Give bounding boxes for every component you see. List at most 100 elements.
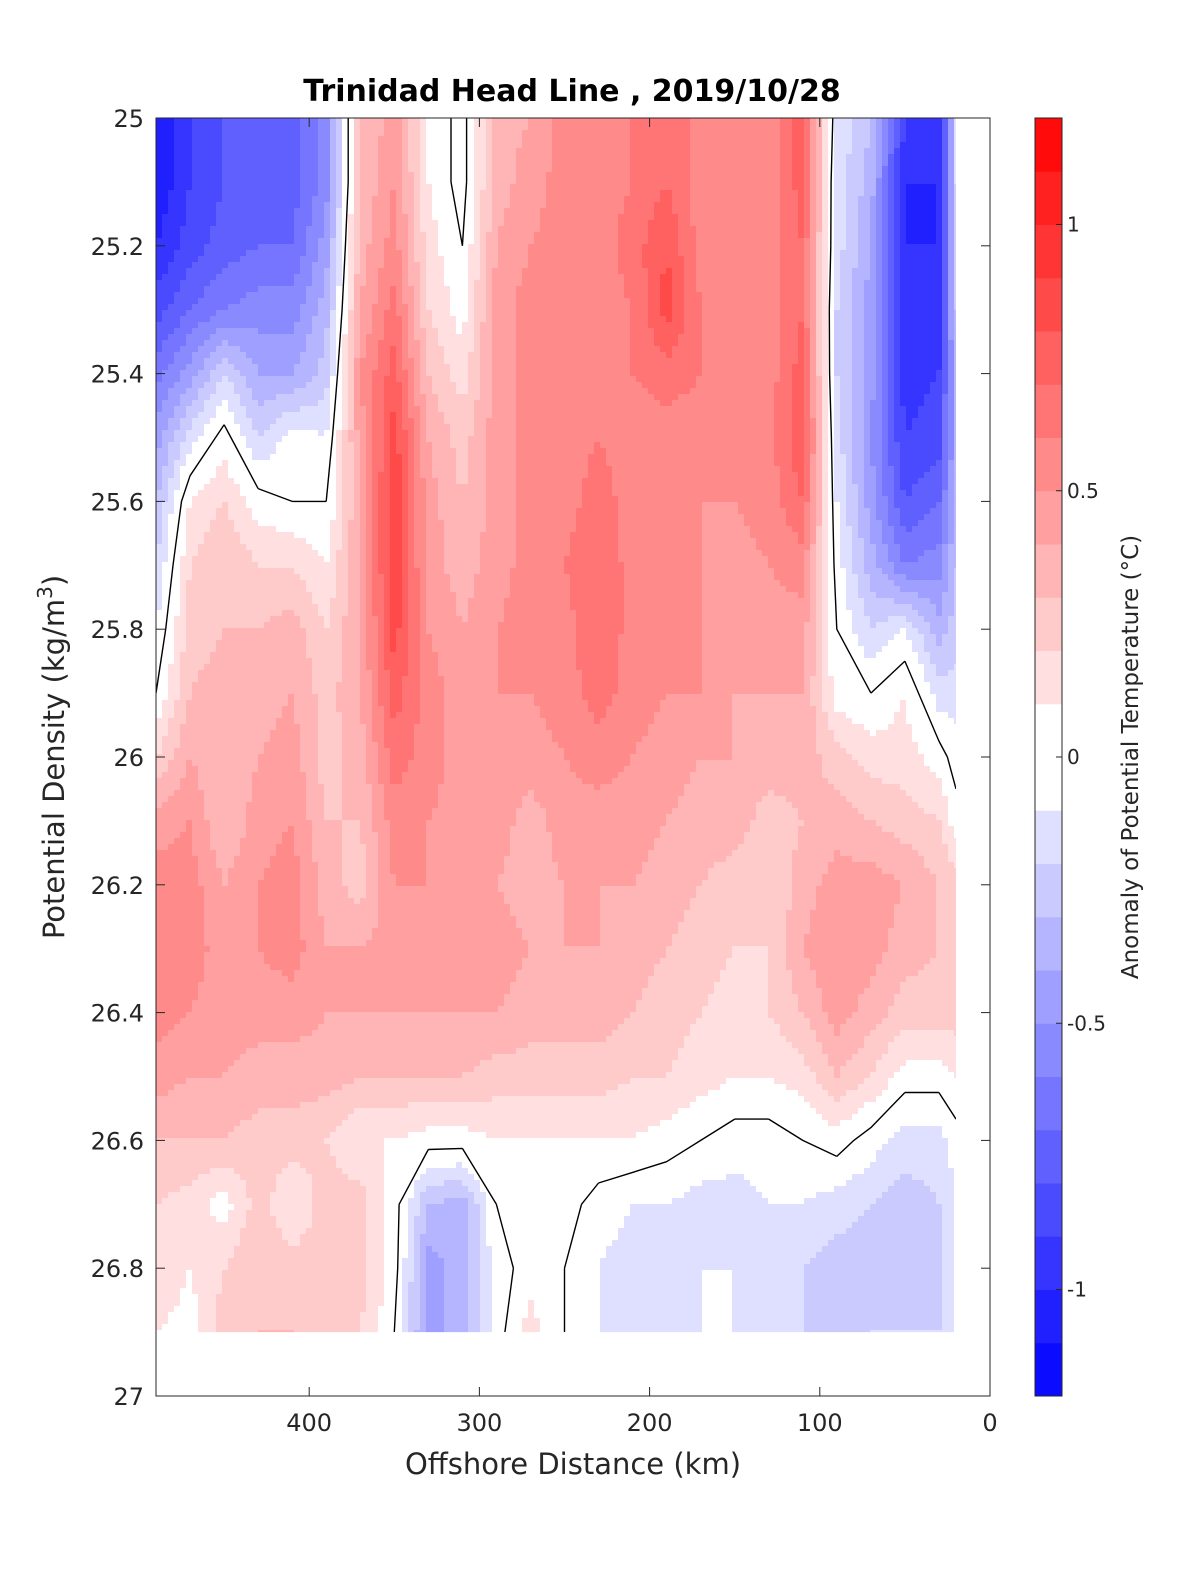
heatmap-cell [954, 262, 956, 269]
heatmap-cell [264, 118, 271, 125]
heatmap-cell [186, 304, 193, 311]
heatmap-cell [174, 328, 181, 335]
heatmap-cell [210, 226, 217, 233]
heatmap-cell [780, 262, 787, 269]
heatmap-cell [522, 262, 529, 269]
heatmap-cell [582, 292, 589, 299]
heatmap-cell [696, 274, 703, 281]
heatmap-cell [276, 202, 283, 209]
heatmap-cell [618, 286, 625, 293]
heatmap-cell [648, 232, 655, 239]
heatmap-cell [360, 172, 367, 179]
heatmap-cell [774, 316, 781, 323]
heatmap-cell [672, 196, 679, 203]
heatmap-cell [474, 154, 481, 161]
heatmap-cell [390, 310, 397, 317]
heatmap-cell [696, 256, 703, 263]
heatmap-cell [228, 124, 235, 131]
heatmap-cell [306, 202, 313, 209]
heatmap-cell [630, 178, 637, 185]
heatmap-cell [936, 136, 943, 143]
heatmap-cell [360, 202, 367, 209]
heatmap-cell [786, 136, 793, 143]
heatmap-cell [768, 286, 775, 293]
heatmap-cell [930, 184, 937, 191]
heatmap-cell [954, 214, 956, 221]
heatmap-cell [222, 322, 229, 329]
heatmap-cell [624, 292, 631, 299]
heatmap-cell [900, 208, 907, 215]
heatmap-cell [198, 178, 205, 185]
heatmap-cell [330, 250, 337, 257]
heatmap-cell [276, 196, 283, 203]
heatmap-cell [330, 334, 337, 341]
heatmap-cell [378, 328, 385, 335]
heatmap-cell [744, 142, 751, 149]
heatmap-cell [912, 322, 919, 329]
heatmap-cell [408, 160, 415, 167]
heatmap-cell [234, 202, 241, 209]
heatmap-cell [522, 118, 529, 125]
heatmap-cell [690, 334, 697, 341]
heatmap-cell [708, 238, 715, 245]
heatmap-cell [474, 184, 481, 191]
heatmap-cell [204, 340, 211, 347]
heatmap-cell [300, 310, 307, 317]
heatmap-cell [834, 118, 841, 125]
heatmap-cell [492, 244, 499, 251]
heatmap-cell [588, 208, 595, 215]
heatmap-cell [282, 184, 289, 191]
heatmap-cell [558, 160, 565, 167]
heatmap-cell [708, 268, 715, 275]
heatmap-cell [216, 196, 223, 203]
heatmap-cell [468, 202, 475, 209]
heatmap-cell [654, 334, 661, 341]
heatmap-cell [822, 316, 829, 323]
heatmap-cell [366, 118, 373, 125]
heatmap-cell [354, 214, 361, 221]
heatmap-cell [318, 172, 325, 179]
heatmap-cell [852, 268, 859, 275]
heatmap-cell [438, 292, 445, 299]
heatmap-cell [480, 250, 487, 257]
heatmap-cell [732, 238, 739, 245]
heatmap-cell [822, 166, 829, 173]
heatmap-cell [198, 172, 205, 179]
heatmap-cell [474, 220, 481, 227]
heatmap-cell [288, 184, 295, 191]
heatmap-cell [330, 226, 337, 233]
heatmap-cell [942, 208, 949, 215]
heatmap-cell [942, 280, 949, 287]
heatmap-cell [486, 208, 493, 215]
heatmap-cell [732, 256, 739, 263]
heatmap-cell [438, 166, 445, 173]
heatmap-cell [474, 244, 481, 251]
heatmap-cell [288, 310, 295, 317]
heatmap-cell [666, 256, 673, 263]
heatmap-cell [258, 292, 265, 299]
heatmap-cell [234, 292, 241, 299]
heatmap-cell [222, 154, 229, 161]
heatmap-cell [876, 124, 883, 131]
heatmap-cell [168, 208, 175, 215]
heatmap-cell [456, 220, 463, 227]
heatmap-cell [690, 322, 697, 329]
heatmap-cell [894, 202, 901, 209]
heatmap-cell [516, 274, 523, 281]
heatmap-cell [360, 178, 367, 185]
heatmap-cell [606, 184, 613, 191]
heatmap-cell [390, 220, 397, 227]
heatmap-cell [606, 250, 613, 257]
heatmap-cell [474, 190, 481, 197]
heatmap-cell [246, 232, 253, 239]
heatmap-cell [564, 160, 571, 167]
heatmap-cell [372, 148, 379, 155]
heatmap-cell [846, 244, 853, 251]
heatmap-cell [546, 154, 553, 161]
heatmap-cell [336, 262, 343, 269]
heatmap-cell [288, 196, 295, 203]
heatmap-cell [594, 238, 601, 245]
heatmap-cell [288, 286, 295, 293]
heatmap-cell [768, 268, 775, 275]
heatmap-cell [828, 124, 835, 131]
